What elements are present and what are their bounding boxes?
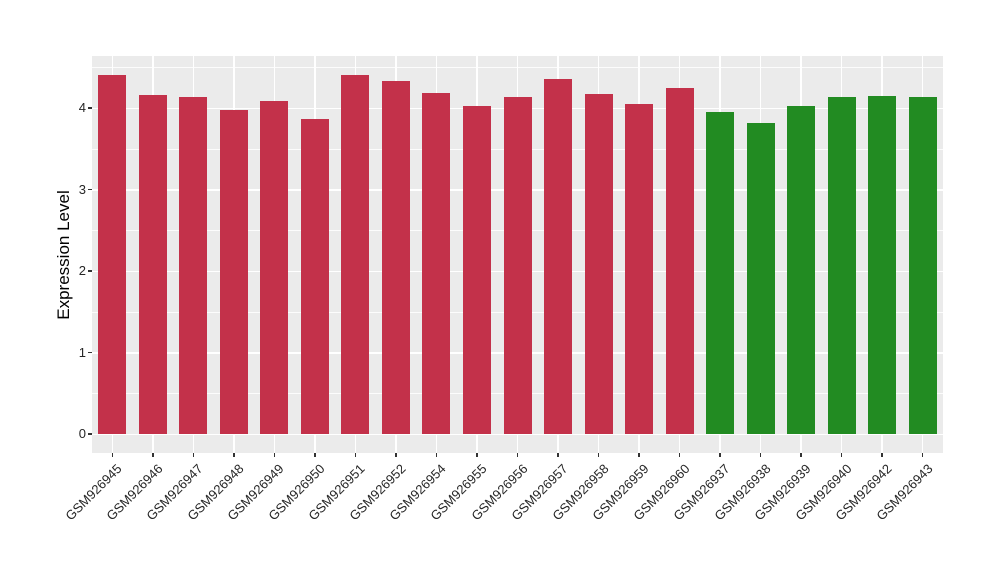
x-tick-mark bbox=[921, 453, 924, 457]
bar-GSM926940 bbox=[827, 97, 856, 434]
y-tick-label: 0 bbox=[78, 426, 86, 441]
bar-GSM926958 bbox=[584, 94, 613, 434]
plot-panel bbox=[92, 56, 943, 453]
y-tick-label: 4 bbox=[78, 100, 86, 115]
bar-GSM926945 bbox=[98, 75, 127, 434]
x-tick-mark bbox=[597, 453, 600, 457]
bar-GSM926950 bbox=[300, 119, 329, 434]
bar-GSM926947 bbox=[179, 97, 208, 434]
y-tick-label: 1 bbox=[78, 344, 86, 360]
y-tick-mark bbox=[88, 270, 92, 272]
x-tick-mark bbox=[314, 453, 316, 457]
x-tick-mark bbox=[273, 453, 276, 457]
x-tick-mark bbox=[516, 453, 519, 457]
x-tick-mark bbox=[759, 453, 762, 457]
x-tick-mark bbox=[395, 453, 397, 457]
bar-GSM926951 bbox=[341, 75, 370, 434]
y-tick-mark bbox=[88, 188, 92, 191]
x-tick-mark bbox=[557, 453, 559, 457]
y-tick-label: 3 bbox=[78, 181, 86, 197]
gridline-minor bbox=[92, 67, 943, 69]
x-tick-mark bbox=[800, 453, 802, 457]
x-tick-mark bbox=[638, 453, 640, 457]
x-tick-mark bbox=[192, 453, 195, 457]
x-tick-mark bbox=[476, 453, 478, 457]
bar-GSM926960 bbox=[665, 88, 694, 434]
y-tick-mark bbox=[88, 351, 92, 354]
bar-GSM926939 bbox=[787, 106, 816, 434]
x-tick-mark bbox=[435, 453, 438, 457]
bar-GSM926938 bbox=[746, 122, 775, 434]
bar-GSM926937 bbox=[706, 112, 735, 434]
x-tick-mark bbox=[111, 453, 113, 457]
bar-GSM926942 bbox=[868, 95, 897, 434]
bar-GSM926954 bbox=[422, 93, 451, 434]
bar-GSM926956 bbox=[503, 96, 532, 434]
x-tick-mark bbox=[233, 453, 235, 457]
bar-GSM926949 bbox=[260, 101, 289, 434]
bar-GSM926943 bbox=[908, 97, 937, 434]
x-tick-mark bbox=[840, 453, 843, 457]
x-tick-mark bbox=[678, 453, 681, 457]
x-tick-mark bbox=[719, 453, 721, 457]
y-tick-label: 2 bbox=[78, 263, 86, 278]
bar-GSM926946 bbox=[138, 94, 167, 434]
y-tick-mark bbox=[88, 107, 92, 109]
x-tick-mark bbox=[152, 453, 154, 457]
x-tick-mark bbox=[881, 453, 883, 457]
x-tick-mark bbox=[354, 453, 357, 457]
bar-GSM926952 bbox=[381, 81, 410, 434]
gridline-major bbox=[92, 433, 943, 435]
bar-GSM926959 bbox=[625, 103, 654, 434]
y-tick-mark bbox=[88, 433, 92, 435]
bar-GSM926957 bbox=[544, 79, 573, 434]
bar-GSM926948 bbox=[219, 109, 248, 434]
bar-GSM926955 bbox=[462, 106, 491, 434]
